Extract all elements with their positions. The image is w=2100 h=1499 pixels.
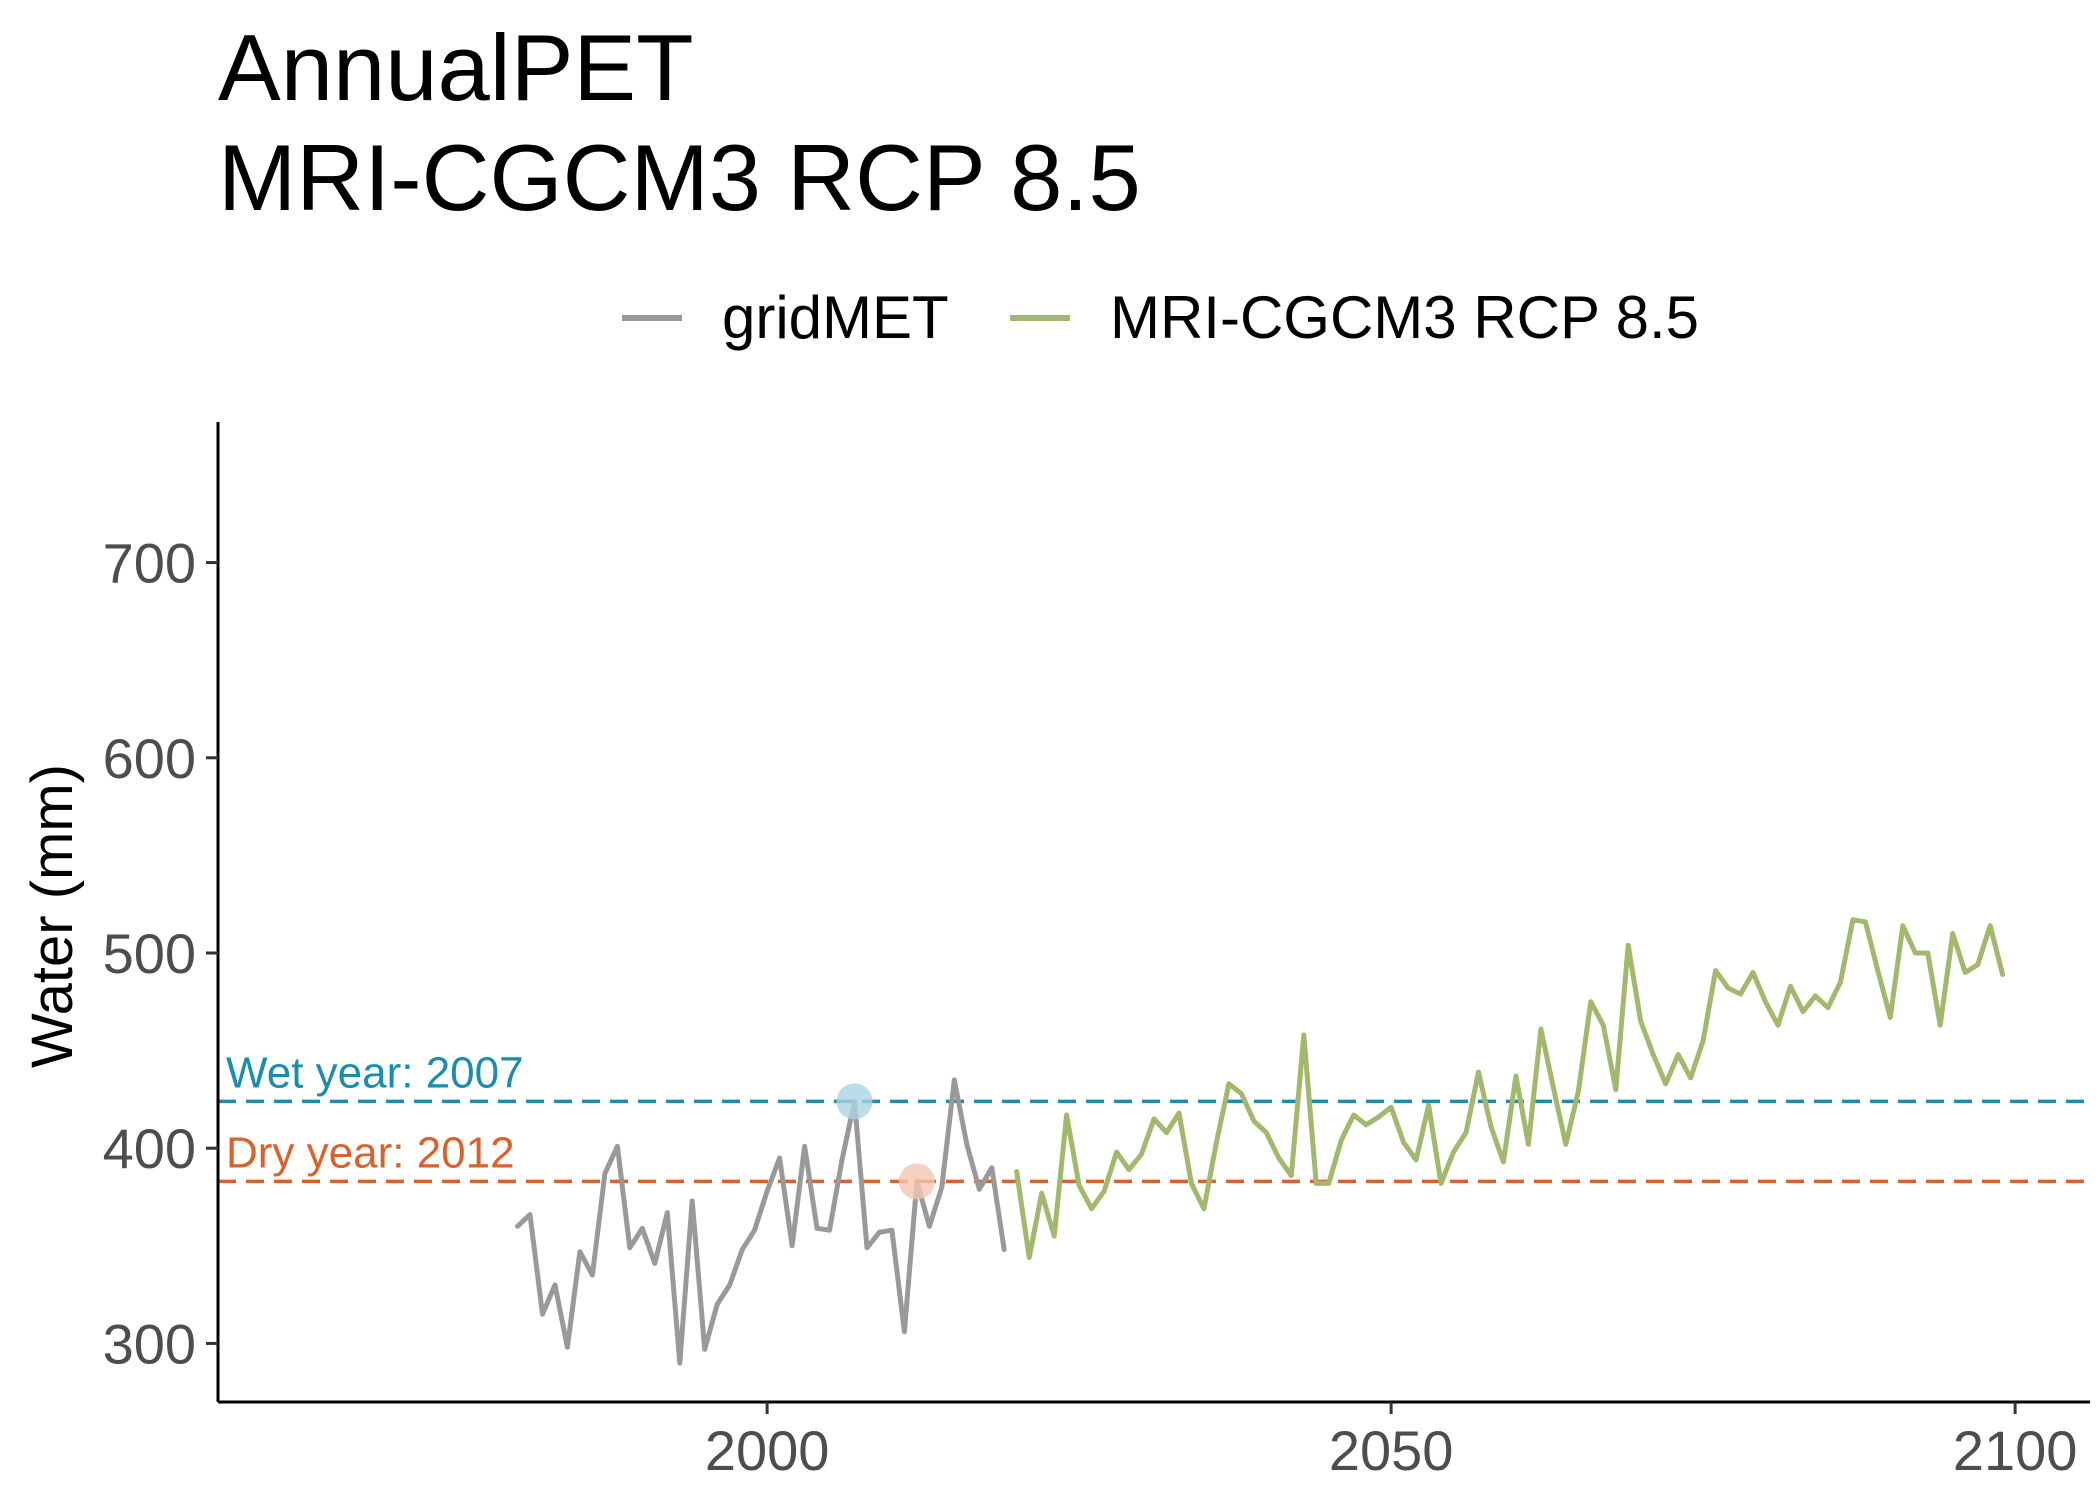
series-line-mri-cgcm3: [1014, 917, 2006, 1260]
chart-title-line-1: AnnualPET: [218, 15, 694, 120]
plot-area: Wet year: 2007 Dry year: 2012 300 400 500 60…: [103, 422, 2090, 1482]
legend-item-gridmet: gridMET: [622, 284, 949, 351]
y-tick-label: 600: [103, 727, 196, 790]
series-line-gridmet: [515, 1077, 1007, 1366]
reference-lines: Wet year: 2007 Dry year: 2012: [218, 1048, 2090, 1184]
legend: gridMET MRI-CGCM3 RCP 8.5: [622, 284, 1699, 351]
y-tick-label: 500: [103, 922, 196, 985]
highlight-point-wet: [836, 1083, 873, 1120]
legend-label-gridmet: gridMET: [722, 284, 949, 351]
legend-item-mri-cgcm3: MRI-CGCM3 RCP 8.5: [1010, 284, 1699, 351]
x-tick-label: 2050: [1329, 1419, 1454, 1482]
series-lines: [515, 917, 2006, 1366]
x-tick-label: 2100: [1953, 1419, 2078, 1482]
highlight-point-dry: [898, 1163, 935, 1200]
y-tick-label: 300: [103, 1312, 196, 1375]
y-axis-title: Water (mm): [20, 764, 85, 1068]
y-tick-label: 400: [103, 1117, 196, 1180]
y-tick-label: 700: [103, 532, 196, 595]
y-axis-ticks: 300 400 500 600 700: [103, 532, 218, 1375]
x-axis-ticks: 2000 2050 2100: [705, 1402, 2078, 1482]
legend-label-mri-cgcm3: MRI-CGCM3 RCP 8.5: [1110, 284, 1699, 351]
reference-label-dry: Dry year: 2012: [226, 1128, 515, 1177]
reference-label-wet: Wet year: 2007: [226, 1048, 524, 1097]
highlight-points: [836, 1083, 935, 1200]
chart-title-line-2: MRI-CGCM3 RCP 8.5: [218, 125, 1141, 230]
x-tick-label: 2000: [705, 1419, 830, 1482]
